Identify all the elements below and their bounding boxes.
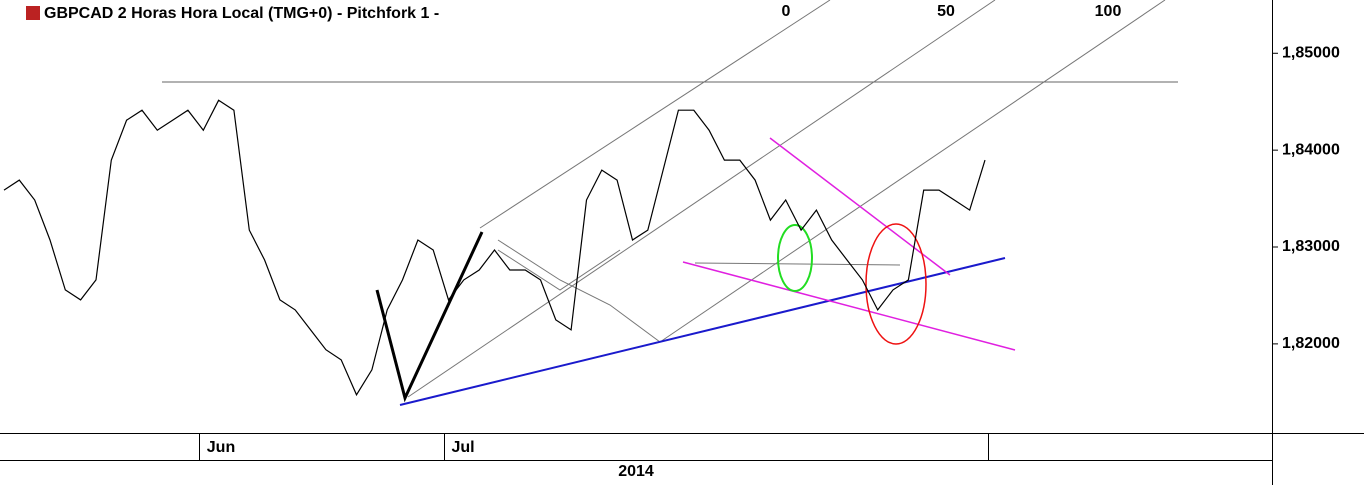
y-tick-label: 1,82000 <box>1282 335 1340 352</box>
y-tick-label: 1,83000 <box>1282 238 1340 255</box>
chart-title: GBPCAD 2 Horas Hora Local (TMG+0) - Pitc… <box>44 5 439 22</box>
x-tick-label: Jun <box>207 439 235 456</box>
fib-label: 100 <box>1095 3 1122 20</box>
y-tick-label: 1,84000 <box>1282 141 1340 158</box>
pitchfork-line <box>659 0 1166 343</box>
y-tick-label: 1,85000 <box>1282 44 1340 61</box>
pitchfork-base <box>497 249 621 291</box>
x-tick-label: Jul <box>451 439 474 456</box>
pitchfork-line <box>479 0 831 229</box>
icon <box>26 6 40 20</box>
fib-label: 0 <box>782 3 791 20</box>
price-line <box>3 99 986 397</box>
trend-line <box>682 261 1016 351</box>
horizontal-line <box>694 262 901 266</box>
swing-line <box>375 231 484 403</box>
fib-label: 50 <box>937 3 955 20</box>
pitchfork-line <box>407 0 996 398</box>
trend-line <box>769 137 951 276</box>
pitchfork-base <box>497 239 661 343</box>
highlight-circle <box>865 223 927 345</box>
highlight-circle <box>777 224 813 292</box>
year-label: 2014 <box>618 463 654 480</box>
